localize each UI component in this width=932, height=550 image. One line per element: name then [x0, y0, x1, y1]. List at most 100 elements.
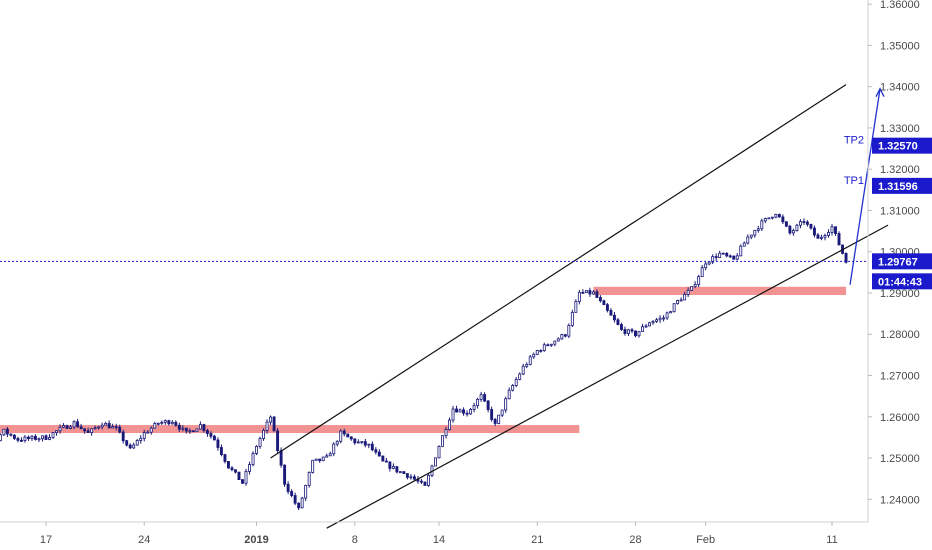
candle-body	[27, 436, 30, 440]
candle-body	[314, 458, 318, 461]
candle-body	[697, 276, 701, 285]
candle-body	[19, 439, 23, 442]
y-tick-label: 1.25000	[880, 453, 920, 465]
candle-body	[328, 453, 332, 457]
candle-body	[774, 213, 778, 218]
candle-body	[823, 235, 827, 238]
candle-body	[65, 425, 69, 429]
candle-body	[781, 216, 785, 223]
candle-body	[146, 431, 150, 434]
candle-body	[132, 444, 136, 449]
candle-body	[104, 423, 108, 426]
candle-body	[805, 221, 809, 225]
candle-body	[651, 321, 655, 324]
candle-body	[518, 373, 522, 380]
candle-body	[402, 471, 406, 475]
trendlines-layer	[0, 84, 889, 529]
candle-body	[346, 433, 350, 438]
candle-body	[86, 430, 90, 434]
price-badge	[872, 137, 932, 154]
candle-body	[212, 435, 216, 441]
x-tick-label: 14	[433, 534, 445, 546]
candle-body	[437, 445, 441, 459]
price-badge-label: 1.32570	[878, 141, 918, 153]
candle-body	[511, 385, 515, 391]
candle-body	[784, 221, 788, 227]
zones-layer	[0, 286, 847, 434]
y-tick-label: 1.36000	[880, 0, 920, 11]
candle-body	[683, 294, 687, 301]
candle-body	[465, 412, 469, 415]
candle-body	[420, 480, 423, 483]
candle-body	[174, 421, 178, 426]
candle-body	[718, 252, 722, 258]
candle-body	[163, 420, 167, 423]
candle-body	[630, 329, 634, 332]
candle-body	[318, 458, 322, 462]
candle-body	[230, 467, 234, 471]
candle-body	[55, 430, 58, 434]
candle-body	[12, 434, 16, 439]
x-tick-label: 17	[40, 534, 52, 546]
y-tick-label: 1.33000	[880, 123, 920, 135]
candle-body	[770, 216, 774, 219]
y-tick-label: 1.35000	[880, 40, 920, 52]
candle-body	[69, 426, 73, 429]
candle-body	[142, 432, 146, 439]
candle-body	[311, 459, 315, 473]
candle-body	[504, 398, 508, 411]
candle-body	[125, 440, 129, 446]
candle-body	[198, 424, 202, 430]
candle-body	[514, 379, 518, 386]
candle-body	[216, 439, 220, 448]
candle-body	[121, 431, 125, 442]
candle-body	[223, 454, 227, 462]
x-tick-label: 2019	[244, 534, 268, 546]
y-tick-label: 1.30000	[880, 247, 920, 259]
candle-body	[728, 255, 732, 258]
projection-arrowhead	[875, 87, 885, 98]
candle-body	[753, 229, 757, 236]
y-tick-label: 1.29000	[880, 288, 920, 300]
candle-body	[711, 256, 715, 263]
candle-body	[381, 455, 385, 462]
candle-body	[100, 424, 104, 428]
candle-body	[591, 291, 595, 295]
candle-body	[93, 427, 97, 430]
candle-body	[76, 421, 80, 428]
candle-body	[79, 426, 83, 430]
candle-body	[325, 455, 329, 458]
candle-body	[756, 228, 760, 231]
candle-body	[188, 430, 192, 433]
candle-body	[679, 299, 683, 302]
candle-body	[181, 427, 185, 430]
candles-layer	[0, 213, 848, 511]
candle-body	[641, 326, 644, 332]
price-badges-layer: 1.32570 TP2 1.31596 TP1 1.29767 01:44:43	[844, 135, 932, 290]
candle-body	[62, 425, 65, 428]
candle-body	[816, 234, 820, 239]
candle-body	[23, 436, 27, 441]
candle-body	[746, 236, 750, 244]
candle-body	[469, 409, 473, 415]
candle-body	[388, 461, 392, 469]
candle-body	[732, 255, 736, 260]
candle-body	[265, 421, 269, 431]
candle-body	[209, 433, 213, 437]
candle-body	[539, 349, 543, 352]
candle-body	[251, 453, 255, 465]
y-tick-label: 1.24000	[880, 494, 920, 506]
candle-body	[588, 290, 592, 295]
candle-body	[574, 301, 578, 313]
candle-body	[525, 363, 529, 367]
candle-body	[423, 481, 427, 486]
candle-body	[297, 502, 301, 509]
price-badge-label: 1.29767	[878, 256, 918, 268]
candle-body	[269, 416, 273, 423]
candle-body	[739, 245, 743, 257]
candle-body	[612, 314, 616, 321]
candle-body	[735, 255, 739, 260]
support-zone	[593, 286, 847, 296]
x-tick-label: 21	[531, 534, 543, 546]
candle-body	[767, 217, 771, 220]
